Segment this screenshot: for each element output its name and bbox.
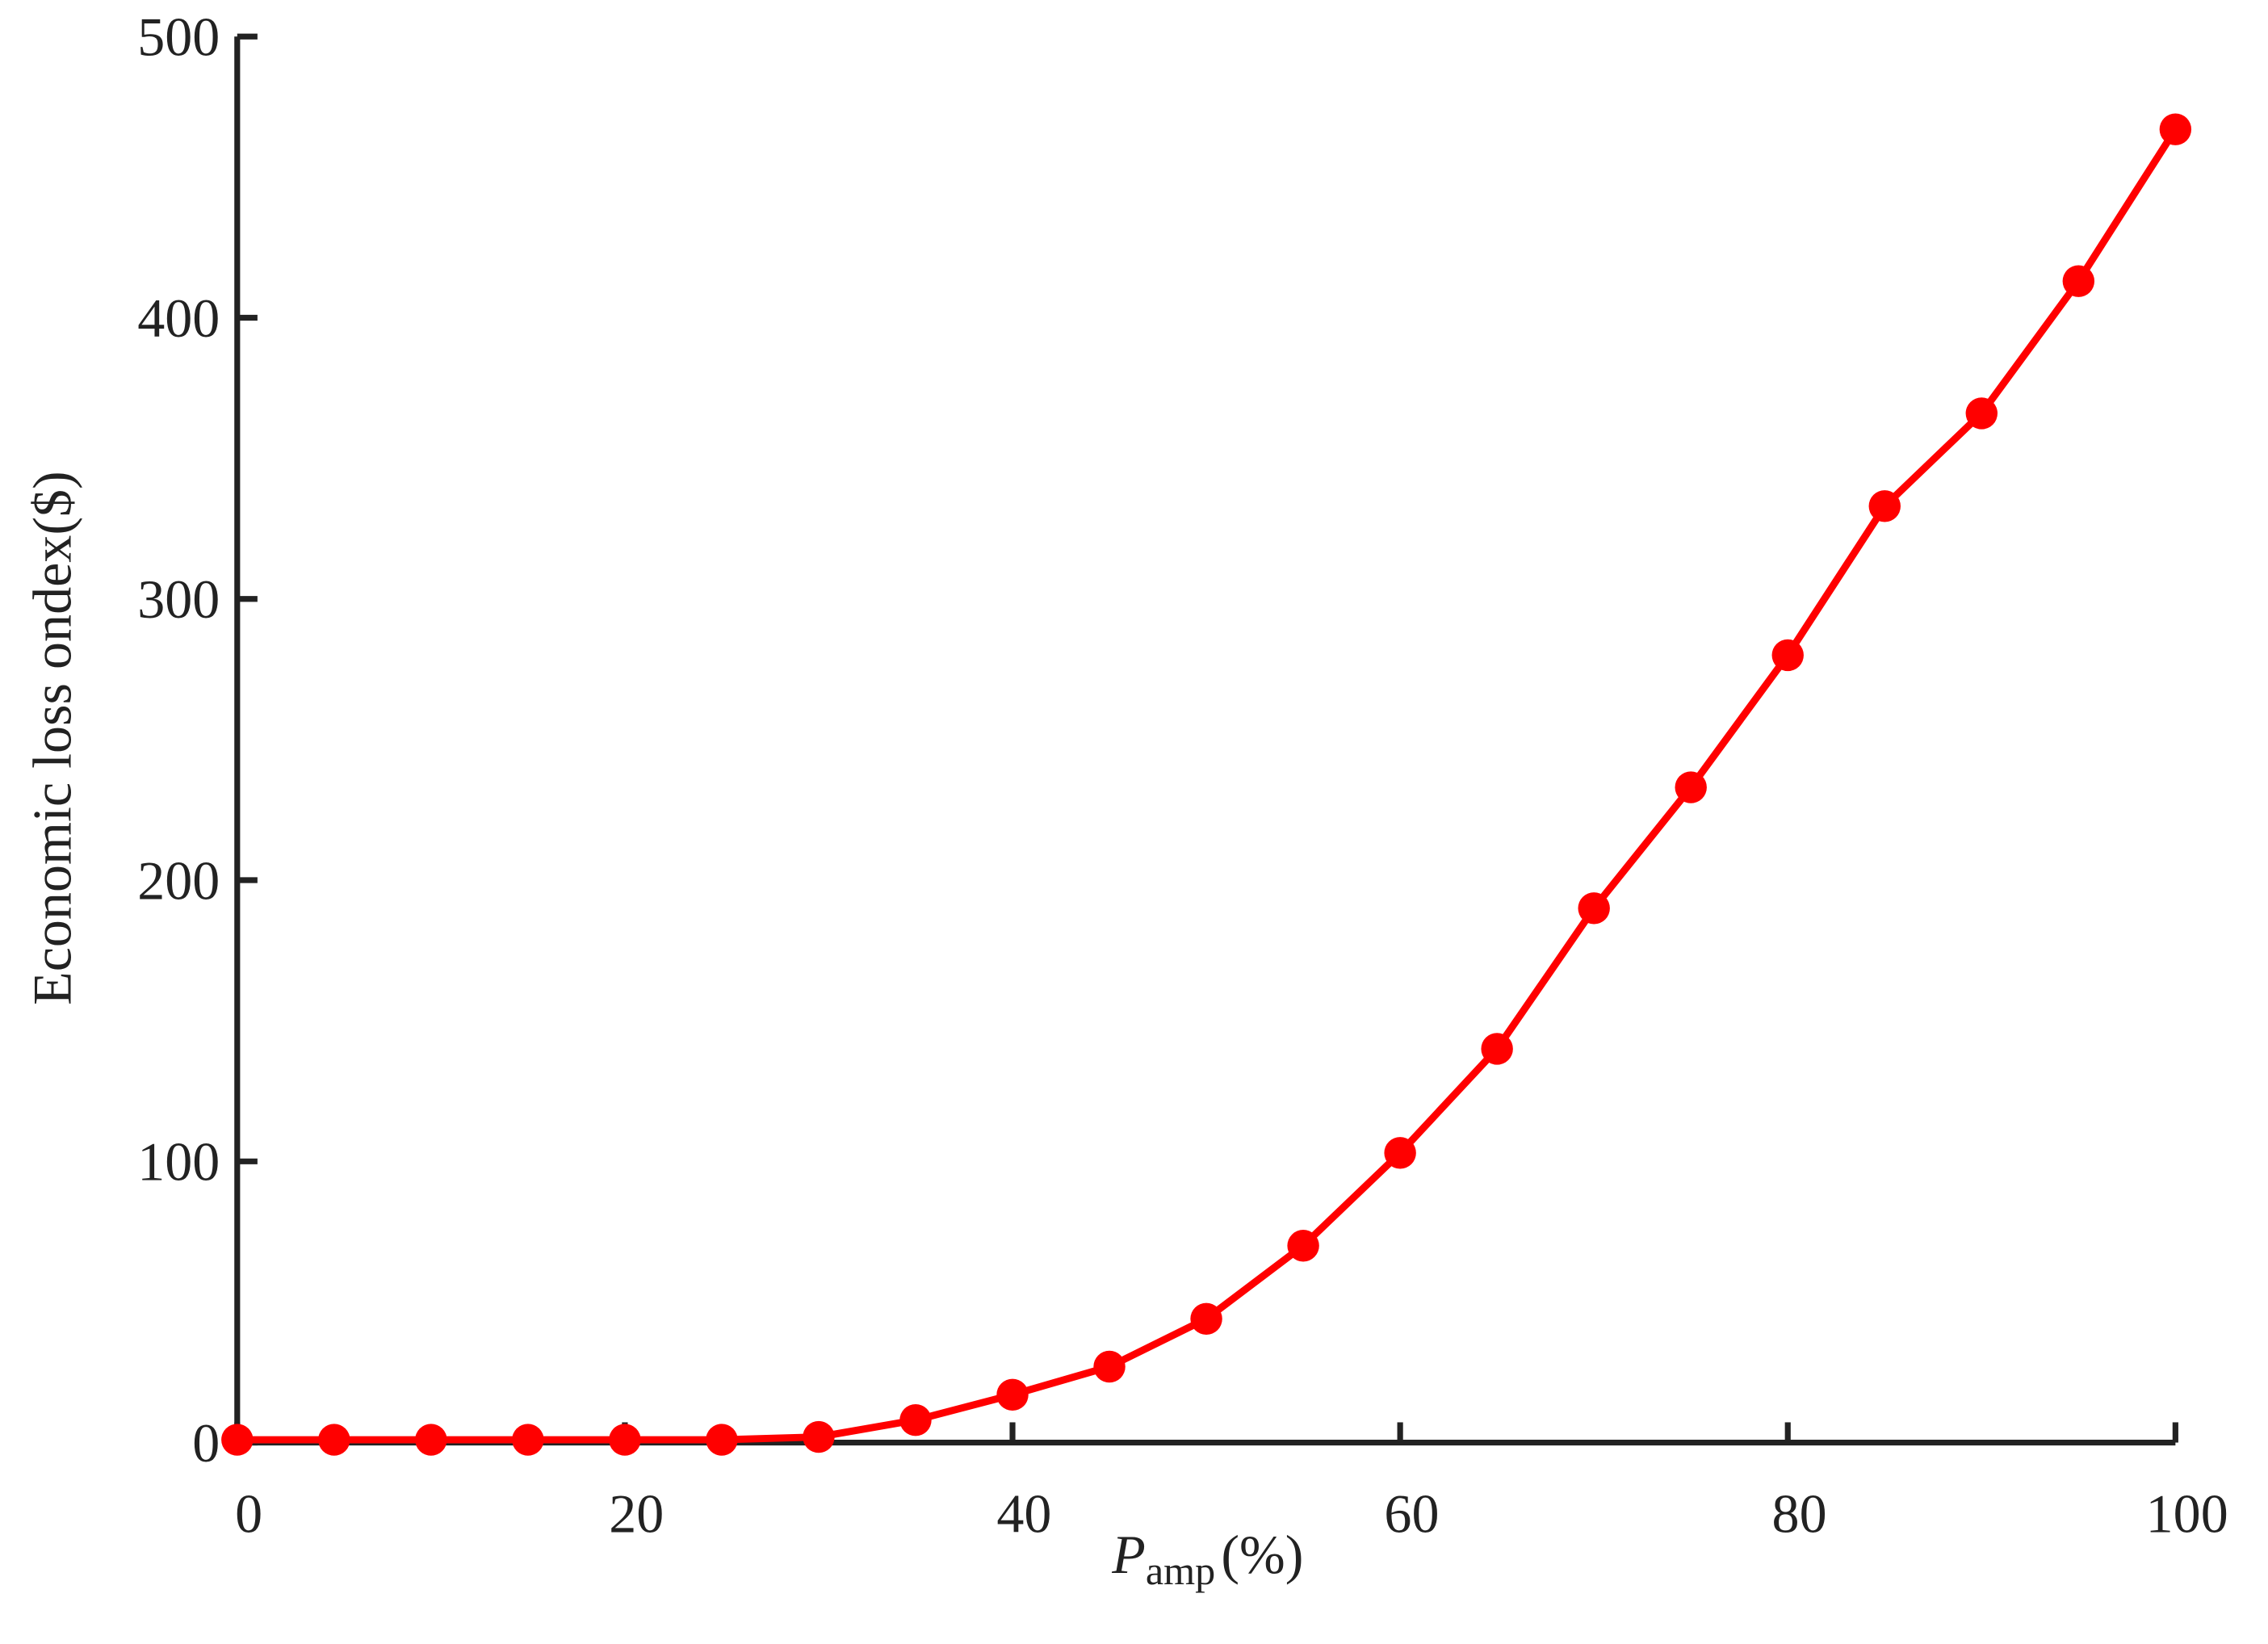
marker bbox=[1287, 1230, 1319, 1262]
marker bbox=[706, 1424, 738, 1456]
y-tick-label: 400 bbox=[137, 287, 220, 349]
x-label-unit: (%) bbox=[1221, 1524, 1303, 1585]
marker bbox=[1868, 490, 1901, 522]
x-label-main: P bbox=[1111, 1524, 1146, 1585]
x-tick-label: 0 bbox=[235, 1483, 262, 1545]
marker bbox=[1771, 639, 1804, 672]
marker bbox=[415, 1424, 447, 1456]
x-axis-label: Pamp (%) bbox=[1111, 1524, 1303, 1593]
marker bbox=[2159, 113, 2192, 145]
marker bbox=[803, 1420, 835, 1453]
line bbox=[237, 127, 2179, 1444]
marker bbox=[318, 1424, 350, 1456]
y-tick-label: 200 bbox=[137, 849, 220, 911]
x-tick-label: 40 bbox=[996, 1483, 1051, 1545]
marker bbox=[221, 1424, 254, 1456]
x-tick-label: 20 bbox=[609, 1483, 664, 1545]
marker bbox=[1675, 771, 1707, 803]
y-tick-label: 100 bbox=[137, 1131, 220, 1193]
y-tick-label: 300 bbox=[137, 568, 220, 630]
marker bbox=[1481, 1033, 1513, 1065]
y-tick-label: 500 bbox=[137, 6, 220, 68]
marker bbox=[996, 1378, 1029, 1411]
marker bbox=[1965, 397, 1998, 430]
y-axis-label: Economic loss ondex($) bbox=[21, 471, 82, 1005]
marker bbox=[2062, 265, 2095, 297]
y-tick-label: 0 bbox=[192, 1412, 220, 1474]
marker bbox=[609, 1424, 641, 1456]
x-tick-label: 100 bbox=[2146, 1483, 2228, 1545]
marker bbox=[899, 1403, 932, 1436]
x-tick-label: 80 bbox=[1772, 1483, 1827, 1545]
marker bbox=[512, 1424, 544, 1456]
marker bbox=[1578, 892, 1610, 925]
marker bbox=[1093, 1350, 1126, 1383]
x-label-sub: amp bbox=[1146, 1548, 1215, 1593]
marker bbox=[1190, 1302, 1222, 1336]
x-tick-label: 60 bbox=[1384, 1483, 1439, 1545]
marker bbox=[1384, 1137, 1416, 1169]
